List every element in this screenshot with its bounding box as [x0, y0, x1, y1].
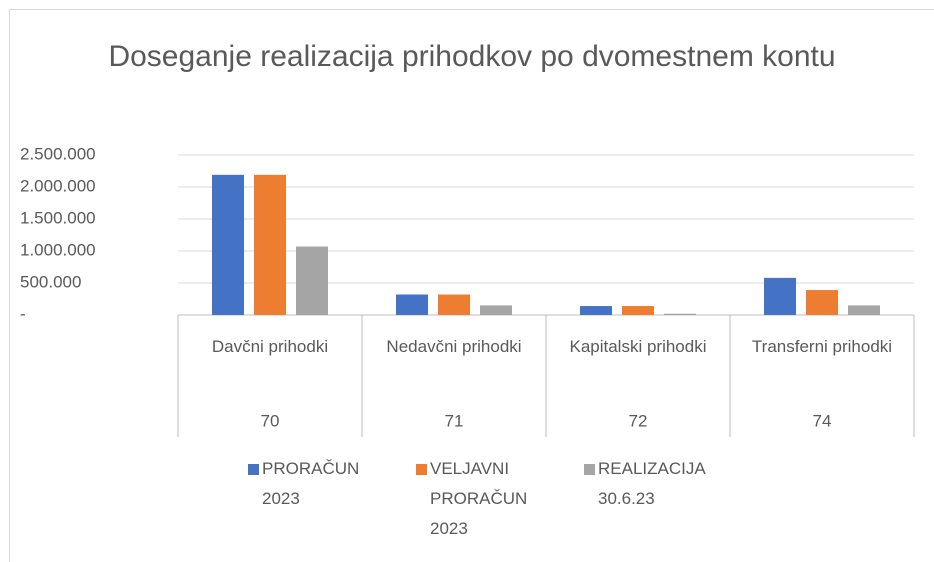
bar [212, 174, 244, 315]
legend-label: VELJAVNI PRORAČUN 2023 [430, 459, 532, 538]
y-tick-label: 500.000 [20, 272, 81, 291]
x-group-label: 70 [261, 411, 280, 430]
bar [806, 290, 838, 315]
x-group-label: 74 [813, 411, 832, 430]
bar [664, 313, 696, 315]
x-tick-label: Kapitalski prihodki [569, 337, 706, 356]
y-tick-label: 2.500.000 [20, 144, 96, 163]
bar [438, 294, 470, 315]
x-tick-label: Davčni prihodki [212, 337, 328, 356]
legend-label: PRORAČUN 2023 [262, 459, 364, 508]
y-tick-label: 1.500.000 [20, 208, 96, 227]
bar [580, 306, 612, 315]
bar [480, 305, 512, 315]
bar [296, 246, 328, 315]
x-tick-label: Nedavčni prihodki [386, 337, 521, 356]
bar [848, 305, 880, 315]
chart-title: Doseganje realizacija prihodkov po dvome… [108, 40, 835, 73]
bar [254, 174, 286, 315]
legend-swatch [416, 464, 427, 475]
y-tick-label: 2.000.000 [20, 176, 96, 195]
bar [764, 277, 796, 315]
y-tick-label: - [20, 304, 26, 323]
legend-swatch [248, 464, 259, 475]
x-group-label: 72 [629, 411, 648, 430]
x-tick-label: Transferni prihodki [752, 337, 892, 356]
legend-label: REALIZACIJA 30.6.23 [598, 459, 709, 508]
bar [396, 294, 428, 315]
y-tick-label: 1.000.000 [20, 240, 96, 259]
bar [622, 306, 654, 315]
x-group-label: 71 [445, 411, 464, 430]
legend-swatch [584, 464, 595, 475]
